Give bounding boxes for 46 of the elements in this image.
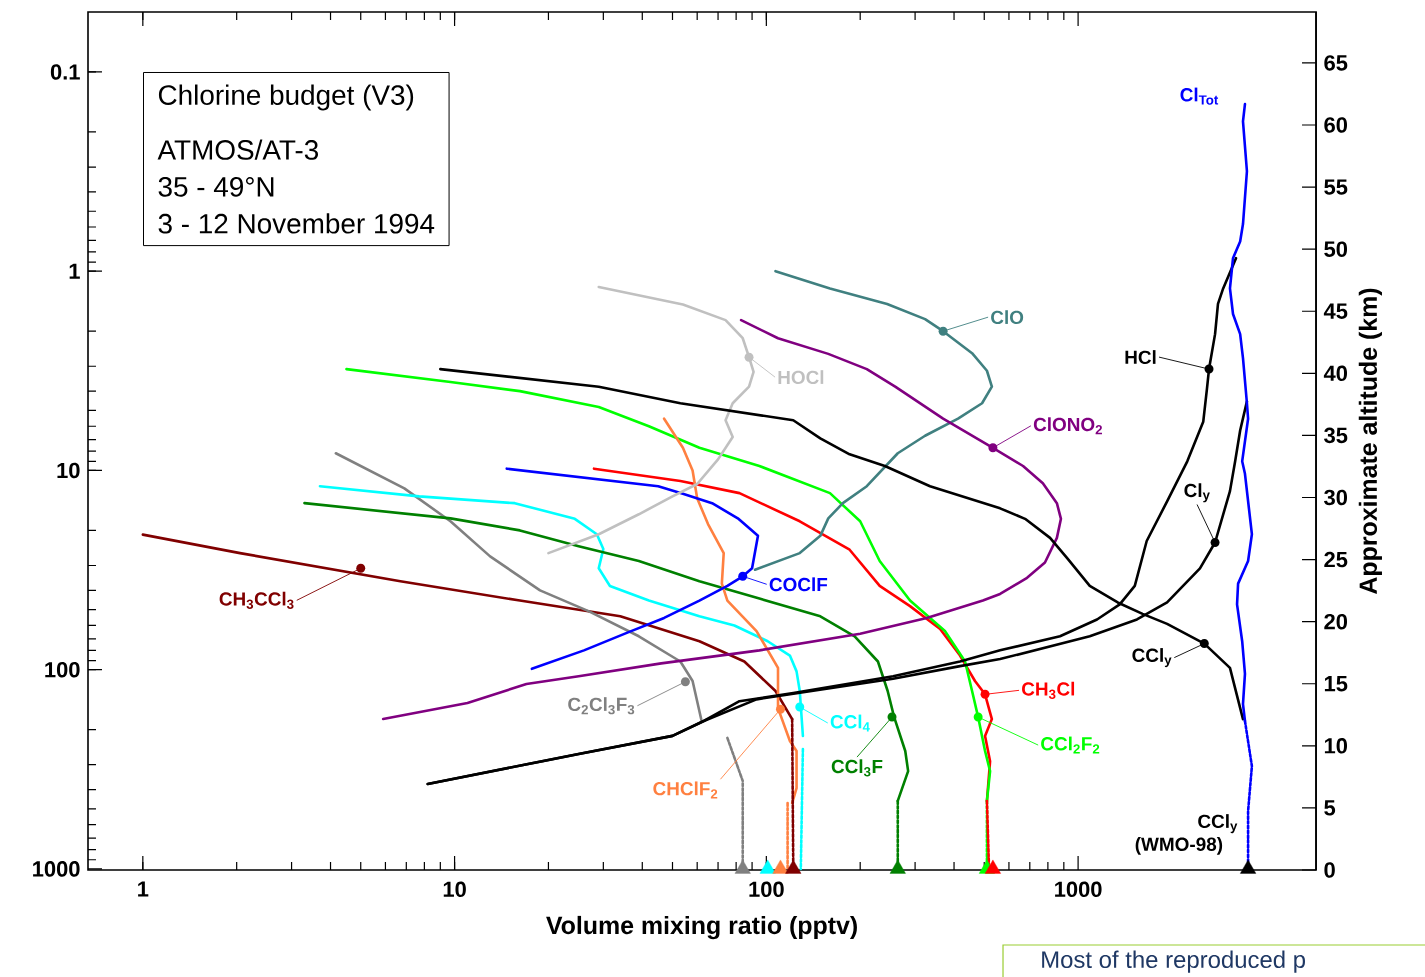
annotation: CCl$_{3}$F [831, 759, 883, 777]
y2-tick-label: 65 [1324, 55, 1348, 71]
y2-tick-label: 25 [1324, 551, 1348, 568]
annotation: CH$_{3}$CCl$_{3}$ [219, 591, 294, 609]
x-tick-label: 1 [138, 881, 149, 897]
y2-tick-label: 55 [1324, 179, 1348, 195]
y-tick-label: 0.1 [50, 64, 80, 80]
annotation: ClONO$_{2}$ [1033, 417, 1102, 435]
annotation: 3 - 12 November 1994 [158, 213, 435, 234]
text: Most of the reproduced p [1042, 950, 1305, 973]
annotation: ClO [991, 310, 1024, 325]
y2-tick-label: 15 [1324, 676, 1348, 692]
annotation: COClF [769, 577, 828, 592]
annotation: 35 - 49°N [158, 176, 274, 197]
y2-tick-label: 30 [1324, 489, 1348, 506]
annotation: CCl$_{y}$ (WMO-98) [1135, 814, 1238, 855]
y-tick-label: 1000 [33, 861, 80, 877]
y-tick-label: 1 [69, 263, 80, 279]
annotation: C$_{2}$Cl$_{3}$F$_{3}$ [568, 697, 635, 715]
x-tick-label: 100 [749, 881, 784, 898]
y2-tick-label: 10 [1324, 738, 1348, 754]
y2-tick-label: 40 [1323, 365, 1348, 382]
y2-tick-label: 35 [1324, 427, 1348, 444]
x-axis-title: Volume mixing ratio (pptv) [546, 915, 857, 940]
y2-tick-label: 0 [1324, 862, 1335, 878]
annotation: CH$_{3}$Cl [1022, 681, 1075, 699]
annotation: HCl [1125, 350, 1156, 365]
annotation: ATMOS/AT-3 [157, 139, 319, 160]
y2-tick-label: 50 [1324, 241, 1348, 257]
annotation: CHClF$_{2}$ [653, 781, 718, 799]
annotation: CCl$_{2}$F$_{2}$ [1041, 736, 1100, 754]
y-tick-label: 10 [57, 462, 80, 479]
y2-tick-label: 5 [1324, 800, 1336, 816]
x-tick-label: 10 [443, 881, 466, 898]
y2-tick-label: 45 [1323, 303, 1348, 319]
y2-tick-label: 20 [1324, 613, 1348, 630]
y2-axis-title: Approximate altitude (km) [1358, 288, 1382, 594]
annotation: HOCl [778, 370, 824, 385]
y-tick-label: 100 [45, 661, 80, 678]
annotation: Cl$_{y}$ [1184, 483, 1210, 503]
annotation: Chlorine budget (V3) [158, 84, 414, 111]
x-tick-label: 1000 [1055, 881, 1102, 898]
annotation: Cl$_{Tot}$ [1180, 87, 1219, 105]
annotation: CCl$_{4}$ [830, 714, 870, 732]
annotation: CCl$_{y}$ [1132, 648, 1172, 668]
y2-tick-label: 60 [1324, 117, 1348, 133]
